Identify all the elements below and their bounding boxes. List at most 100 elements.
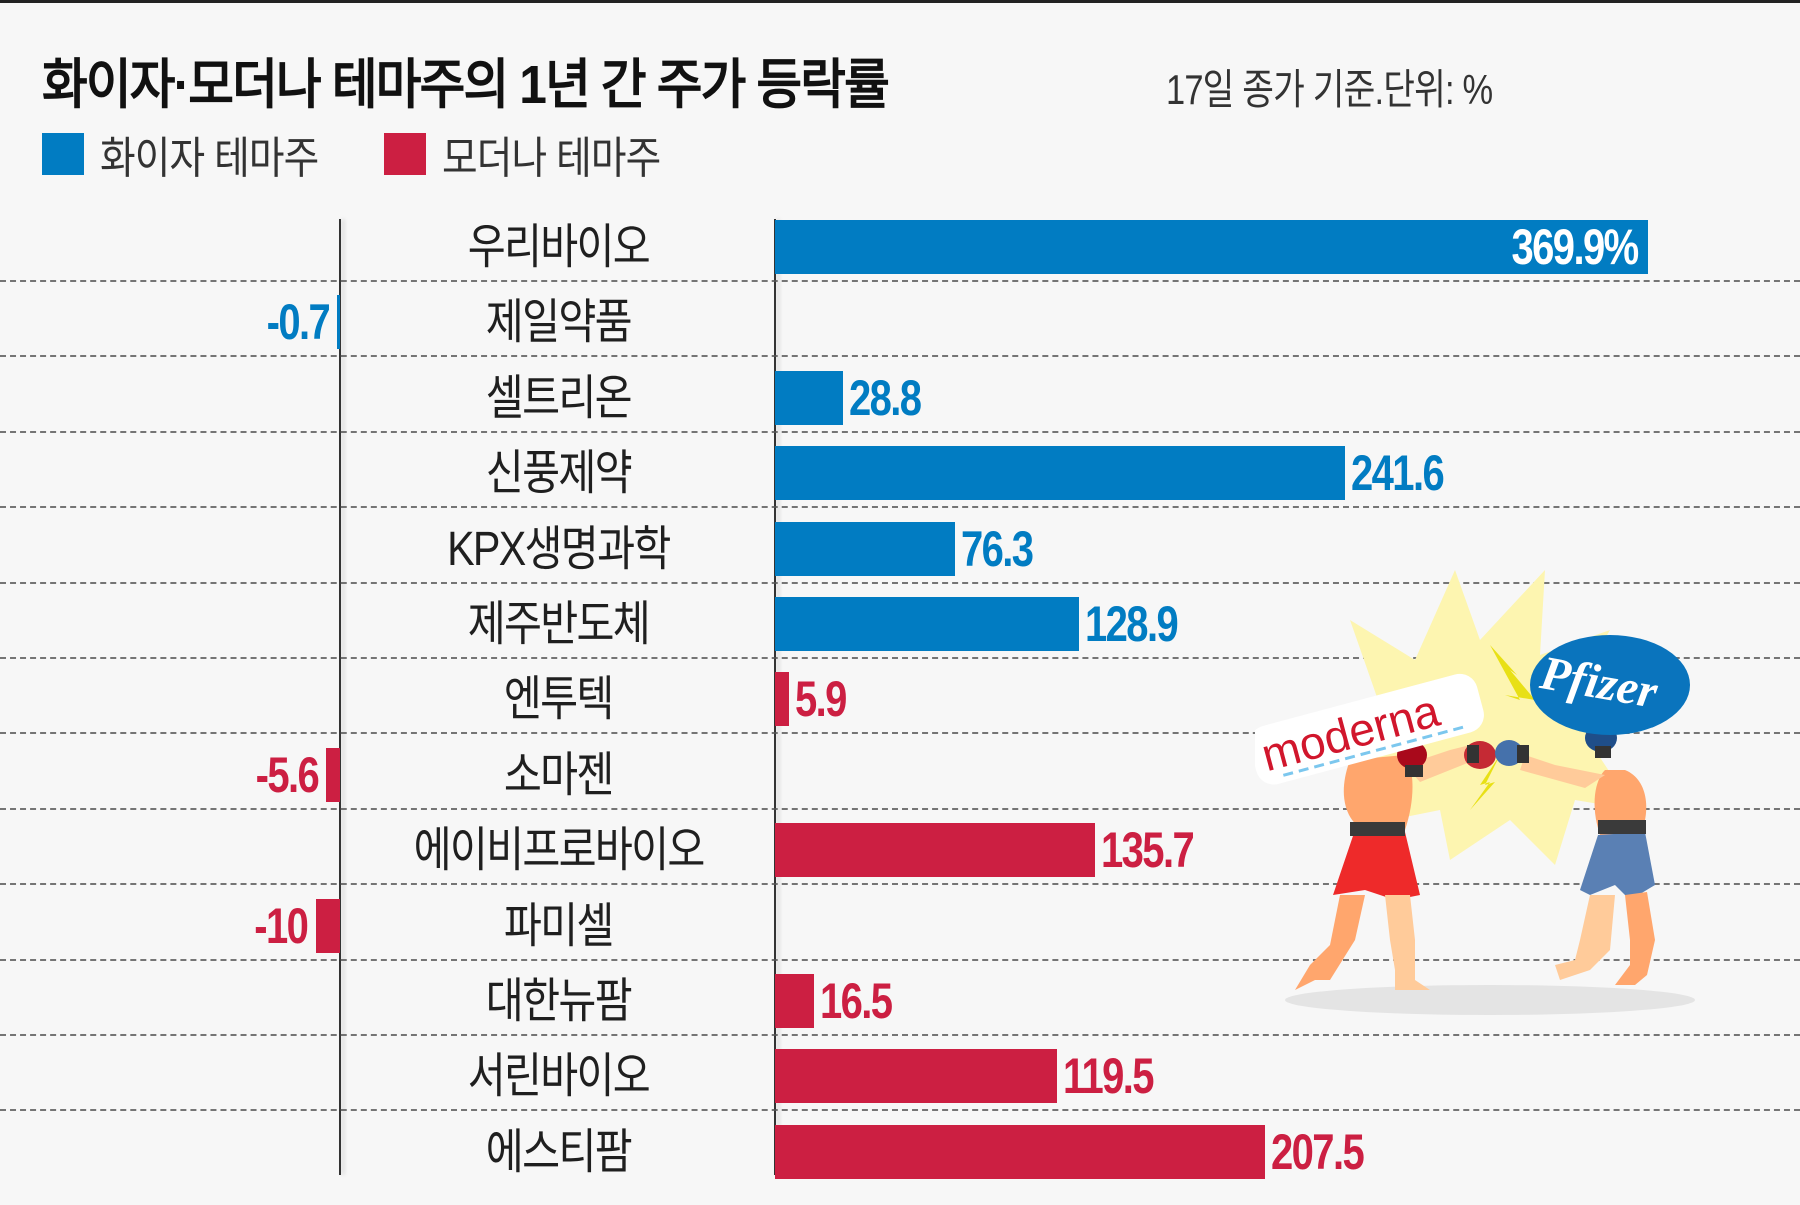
category-label-text: 에이비프로바이오	[413, 824, 705, 877]
bar	[775, 597, 1080, 651]
boxing-illustration: moderna Pfizer	[1255, 570, 1695, 1015]
category-label: 신풍제약	[342, 436, 775, 511]
row-separator	[0, 506, 1800, 508]
chart-subtitle: 17일 종가 기준.단위: %	[1166, 66, 1493, 113]
value-label-text: 16.5	[819, 973, 893, 1029]
chart-row: 엔투텍 5.9	[0, 662, 1800, 737]
bar	[337, 295, 340, 349]
value-label: 369.9%	[1480, 210, 1640, 285]
value-label-text: -0.7	[266, 294, 330, 350]
left-axis-line	[339, 219, 341, 1175]
value-label-text: 119.5	[1063, 1048, 1155, 1104]
value-label-text: 128.9	[1085, 596, 1179, 652]
category-label-text: KPX생명과학	[447, 523, 671, 576]
chart-row: 신풍제약 241.6	[0, 436, 1800, 511]
bar	[775, 371, 843, 425]
category-label: 엔투텍	[342, 662, 775, 737]
row-separator	[0, 657, 1800, 659]
bar	[775, 672, 789, 726]
value-label-text: -5.6	[255, 747, 320, 803]
legend-label-pfizer: 화이자 테마주	[100, 134, 319, 183]
category-label-text: 우리바이오	[467, 221, 651, 274]
bar	[775, 1049, 1058, 1103]
legend-swatch-moderna	[384, 133, 427, 175]
value-label-text: 76.3	[961, 521, 1034, 577]
value-label: 241.6	[1351, 436, 1466, 511]
row-separator	[0, 732, 1800, 734]
row-separator	[0, 808, 1800, 810]
value-label-text: 241.6	[1351, 445, 1445, 501]
lightning-icon	[1490, 645, 1535, 700]
row-separator	[0, 883, 1800, 885]
category-label-text: 제주반도체	[467, 598, 651, 651]
category-label: 에스티팜	[342, 1115, 775, 1190]
category-label: 에이비프로바이오	[342, 813, 775, 888]
category-label: KPX생명과학	[342, 512, 775, 587]
value-label-text: 135.7	[1101, 822, 1195, 878]
chart-row: 에스티팜 207.5	[0, 1115, 1800, 1190]
chart-row: 파미셀 -10	[0, 889, 1800, 964]
chart-row: 셀트리온 28.8	[0, 361, 1800, 436]
value-label-text: 207.5	[1270, 1124, 1365, 1180]
value-label-text: 5.9	[794, 671, 847, 727]
value-label-text: -10	[254, 898, 309, 954]
bar	[775, 446, 1346, 500]
category-label-text: 파미셀	[504, 900, 615, 953]
category-label-text: 에스티팜	[485, 1126, 633, 1179]
row-separator	[0, 1034, 1800, 1036]
legend: 화이자 테마주 모더나 테마주	[42, 128, 726, 183]
bar	[775, 1125, 1265, 1179]
value-label: 5.9	[795, 662, 859, 737]
value-label: -10	[241, 889, 309, 964]
category-label-text: 제일약품	[485, 296, 633, 349]
value-label: -5.6	[240, 738, 320, 813]
value-label: 207.5	[1271, 1115, 1386, 1190]
category-label-text: 대한뉴팜	[485, 975, 633, 1028]
value-label: 76.3	[961, 512, 1050, 587]
chart-row: 우리바이오 369.9%	[0, 210, 1800, 285]
bar	[775, 974, 814, 1028]
row-separator	[0, 355, 1800, 357]
chart-row: 에이비프로바이오 135.7	[0, 813, 1800, 888]
category-label: 파미셀	[342, 889, 775, 964]
value-label: 16.5	[820, 964, 909, 1039]
chart-row: 소마젠 -5.6	[0, 738, 1800, 813]
category-label-text: 셀트리온	[485, 372, 633, 425]
category-label-text: 신풍제약	[485, 447, 633, 500]
pfizer-boxer	[1495, 724, 1655, 985]
category-label-text: 서린바이오	[467, 1050, 651, 1103]
row-separator	[0, 280, 1800, 282]
legend-label-moderna: 모더나 테마주	[442, 134, 661, 183]
legend-swatch-pfizer	[42, 133, 84, 175]
value-label: 128.9	[1085, 587, 1200, 662]
category-label-text: 엔투텍	[504, 673, 615, 726]
value-label-text: 369.9%	[1511, 219, 1640, 275]
bar	[775, 220, 1648, 274]
legend-item-pfizer: 화이자 테마주	[42, 122, 348, 186]
category-label: 셀트리온	[342, 361, 775, 436]
pfizer-logo: Pfizer	[1530, 635, 1690, 735]
category-label: 대한뉴팜	[342, 964, 775, 1039]
bar	[326, 748, 340, 802]
top-border	[0, 0, 1800, 3]
chart-title: 화이자·모더나 테마주의 1년 간 주가 등락률	[42, 55, 890, 115]
ground-shadow	[1285, 985, 1695, 1015]
category-label-text: 소마젠	[504, 749, 615, 802]
bar	[775, 823, 1096, 877]
bar	[315, 899, 340, 953]
lightning-icon	[1470, 755, 1500, 810]
moderna-boxer	[1295, 741, 1496, 990]
chart-row: 제일약품 -0.7	[0, 285, 1800, 360]
row-separator	[0, 1109, 1800, 1111]
value-label: 119.5	[1063, 1039, 1175, 1114]
bar	[775, 522, 956, 576]
chart-row: 제주반도체 128.9	[0, 587, 1800, 662]
value-label-text: 28.8	[848, 370, 922, 426]
category-label: 소마젠	[342, 738, 775, 813]
chart-row: 대한뉴팜 16.5	[0, 964, 1800, 1039]
value-label: -0.7	[251, 285, 330, 360]
row-separator	[0, 959, 1800, 961]
row-separator	[0, 582, 1800, 584]
legend-item-moderna: 모더나 테마주	[384, 122, 690, 186]
category-label: 제주반도체	[342, 587, 775, 662]
